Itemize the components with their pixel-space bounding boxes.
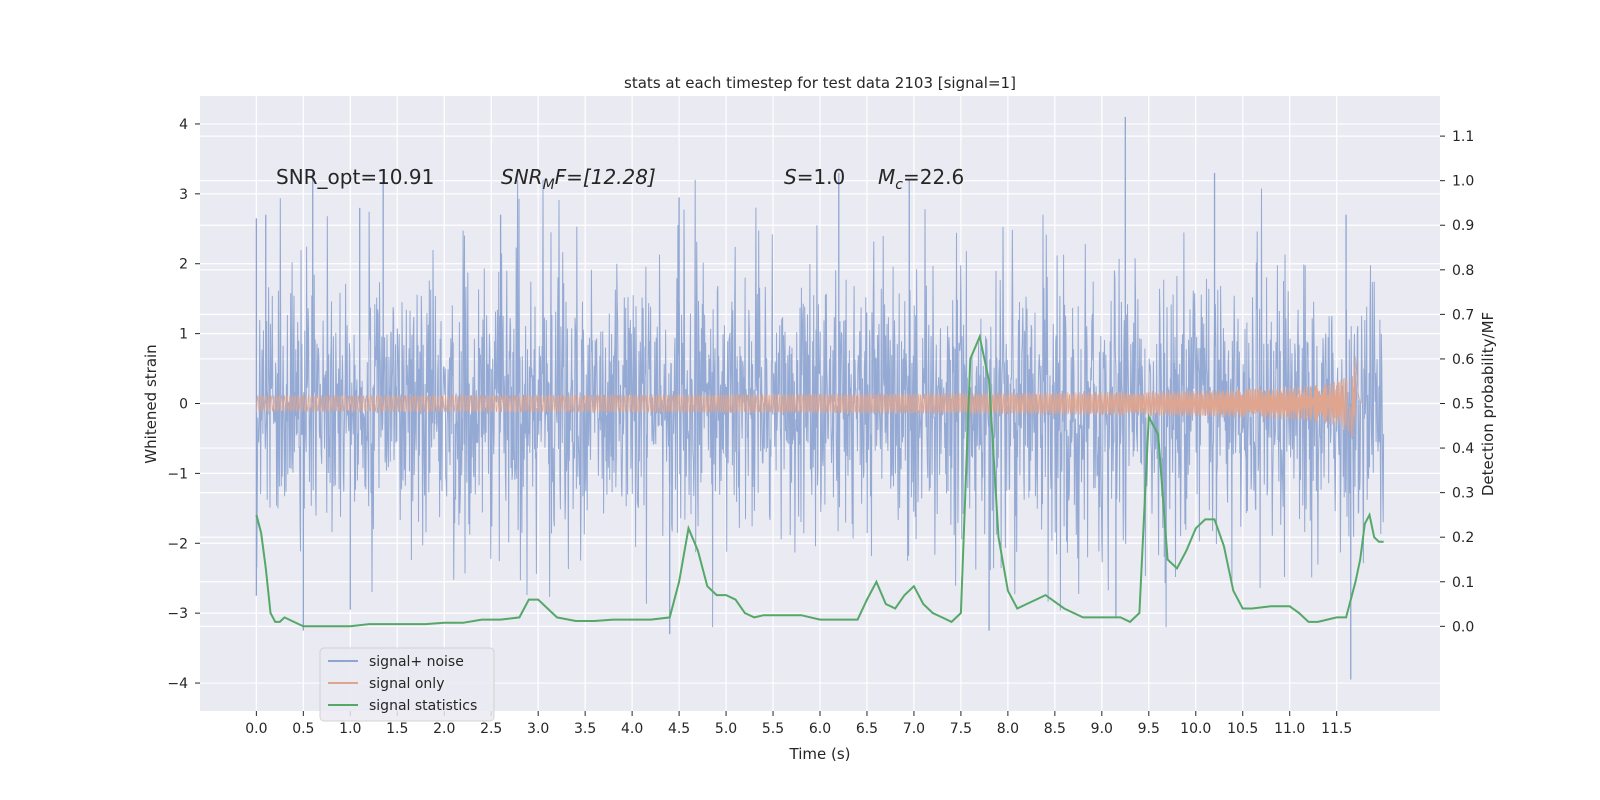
y-right-tick-label: 0.7	[1452, 307, 1474, 323]
annotation-snr-opt: SNR_opt=10.91	[276, 165, 434, 189]
y-tick-label: −2	[167, 536, 188, 552]
y-tick-label: −1	[167, 466, 188, 482]
series-signal-plus-noise	[255, 116, 1385, 680]
annotation-s: S=1.0	[784, 165, 845, 189]
x-tick-label: 2.5	[480, 721, 502, 737]
x-tick-label: 3.5	[574, 721, 596, 737]
annotation-mc: Mc=22.6	[878, 165, 964, 193]
x-tick-label: 7.0	[903, 721, 925, 737]
y-right-tick-label: 0.3	[1452, 486, 1474, 502]
x-tick-label: 4.0	[621, 721, 643, 737]
y-tick-label: −3	[167, 606, 188, 622]
noise-trace	[255, 179, 1385, 628]
annotation-snr-mf-sub: M	[543, 177, 555, 193]
legend-box	[319, 647, 495, 722]
x-tick-label: 7.5	[950, 721, 972, 737]
legend-label-signal-only: signal only	[369, 676, 444, 692]
x-tick-label: 2.0	[433, 721, 455, 737]
y-right-tick-label: 1.0	[1452, 174, 1474, 190]
x-axis-label: Time (s)	[789, 745, 851, 763]
y-axis-right-label: Detection probability/MF	[1479, 312, 1497, 496]
annotation-snr-mf: SNRMF=[12.28]	[501, 165, 656, 193]
x-tick-label: 1.0	[339, 721, 361, 737]
annotation-s-rest: =1.0	[797, 165, 846, 189]
y-tick-label: 4	[179, 117, 188, 133]
y-right-tick-label: 0.8	[1452, 263, 1474, 279]
stats-line	[255, 333, 1384, 628]
y-axis-right-ticks: 0.0 0.1 0.2 0.3 0.4 0.5 0.6 0.7 0.8 0.9 1.0 1.1	[1440, 129, 1474, 635]
x-tick-label: 10.5	[1227, 721, 1258, 737]
annotation-mc-rest: =22.6	[903, 165, 964, 189]
y-right-tick-label: 0.6	[1452, 352, 1474, 368]
x-tick-label: 6.0	[809, 721, 831, 737]
legend: signal+ noise signal only signal statist…	[319, 647, 495, 722]
annotation-s-var: S	[784, 165, 797, 189]
plot-area: 0.0 0.5 1.0 1.5 2.0 2.5 3.0 3.5 4.0 4.5 5.0 5.5 6.0 6…	[167, 96, 1474, 737]
y-tick-label: −4	[167, 676, 188, 692]
y-right-tick-label: 0.0	[1452, 619, 1474, 635]
series-signal-statistics	[255, 333, 1384, 628]
x-tick-label: 11.5	[1321, 721, 1352, 737]
y-tick-label: 2	[179, 257, 188, 273]
annotation-mc-var: M	[878, 165, 895, 189]
x-tick-label: 5.0	[715, 721, 737, 737]
chart-title: stats at each timestep for test data 210…	[624, 74, 1016, 92]
annotations: SNR_opt=10.91 SNRMF=[12.28] S=1.0 Mc=22.…	[276, 165, 964, 193]
y-tick-label: 3	[179, 187, 188, 203]
annotation-snr-mf-var: SNR	[501, 165, 543, 189]
y-right-tick-label: 0.4	[1452, 441, 1474, 457]
x-tick-label: 9.5	[1138, 721, 1160, 737]
legend-label-signal-statistics: signal statistics	[369, 698, 477, 714]
x-tick-label: 4.5	[668, 721, 690, 737]
y-right-tick-label: 0.2	[1452, 530, 1474, 546]
y-right-tick-label: 0.5	[1452, 397, 1474, 413]
series-signal-only	[256, 356, 1364, 437]
y-tick-label: 0	[179, 397, 188, 413]
y-right-tick-label: 0.1	[1452, 575, 1474, 591]
y-right-tick-label: 1.1	[1452, 129, 1474, 145]
x-tick-label: 9.0	[1091, 721, 1113, 737]
x-axis-ticks: 0.0 0.5 1.0 1.5 2.0 2.5 3.0 3.5 4.0 4.5 5.0 5.5 6.0 6…	[245, 711, 1352, 737]
x-tick-label: 1.5	[386, 721, 408, 737]
x-tick-label: 0.5	[292, 721, 314, 737]
y-axis-ticks: −4 −3 −2 −1 0 1 2 3 4	[167, 117, 200, 692]
y-right-tick-label: 0.9	[1452, 218, 1474, 234]
y-tick-label: 1	[179, 327, 188, 343]
y-axis-label: Whitened strain	[142, 344, 160, 463]
x-tick-label: 6.5	[856, 721, 878, 737]
x-tick-label: 11.0	[1274, 721, 1305, 737]
legend-label-signal-plus-noise: signal+ noise	[369, 654, 464, 670]
x-tick-label: 5.5	[762, 721, 784, 737]
annotation-mc-sub: c	[895, 177, 903, 193]
annotation-snr-mf-rest: F=[12.28]	[555, 165, 656, 189]
x-tick-label: 8.5	[1044, 721, 1066, 737]
x-tick-label: 10.0	[1180, 721, 1211, 737]
x-tick-label: 0.0	[245, 721, 267, 737]
x-tick-label: 3.0	[527, 721, 549, 737]
x-tick-label: 8.0	[997, 721, 1019, 737]
chirp-trace	[256, 356, 1364, 437]
